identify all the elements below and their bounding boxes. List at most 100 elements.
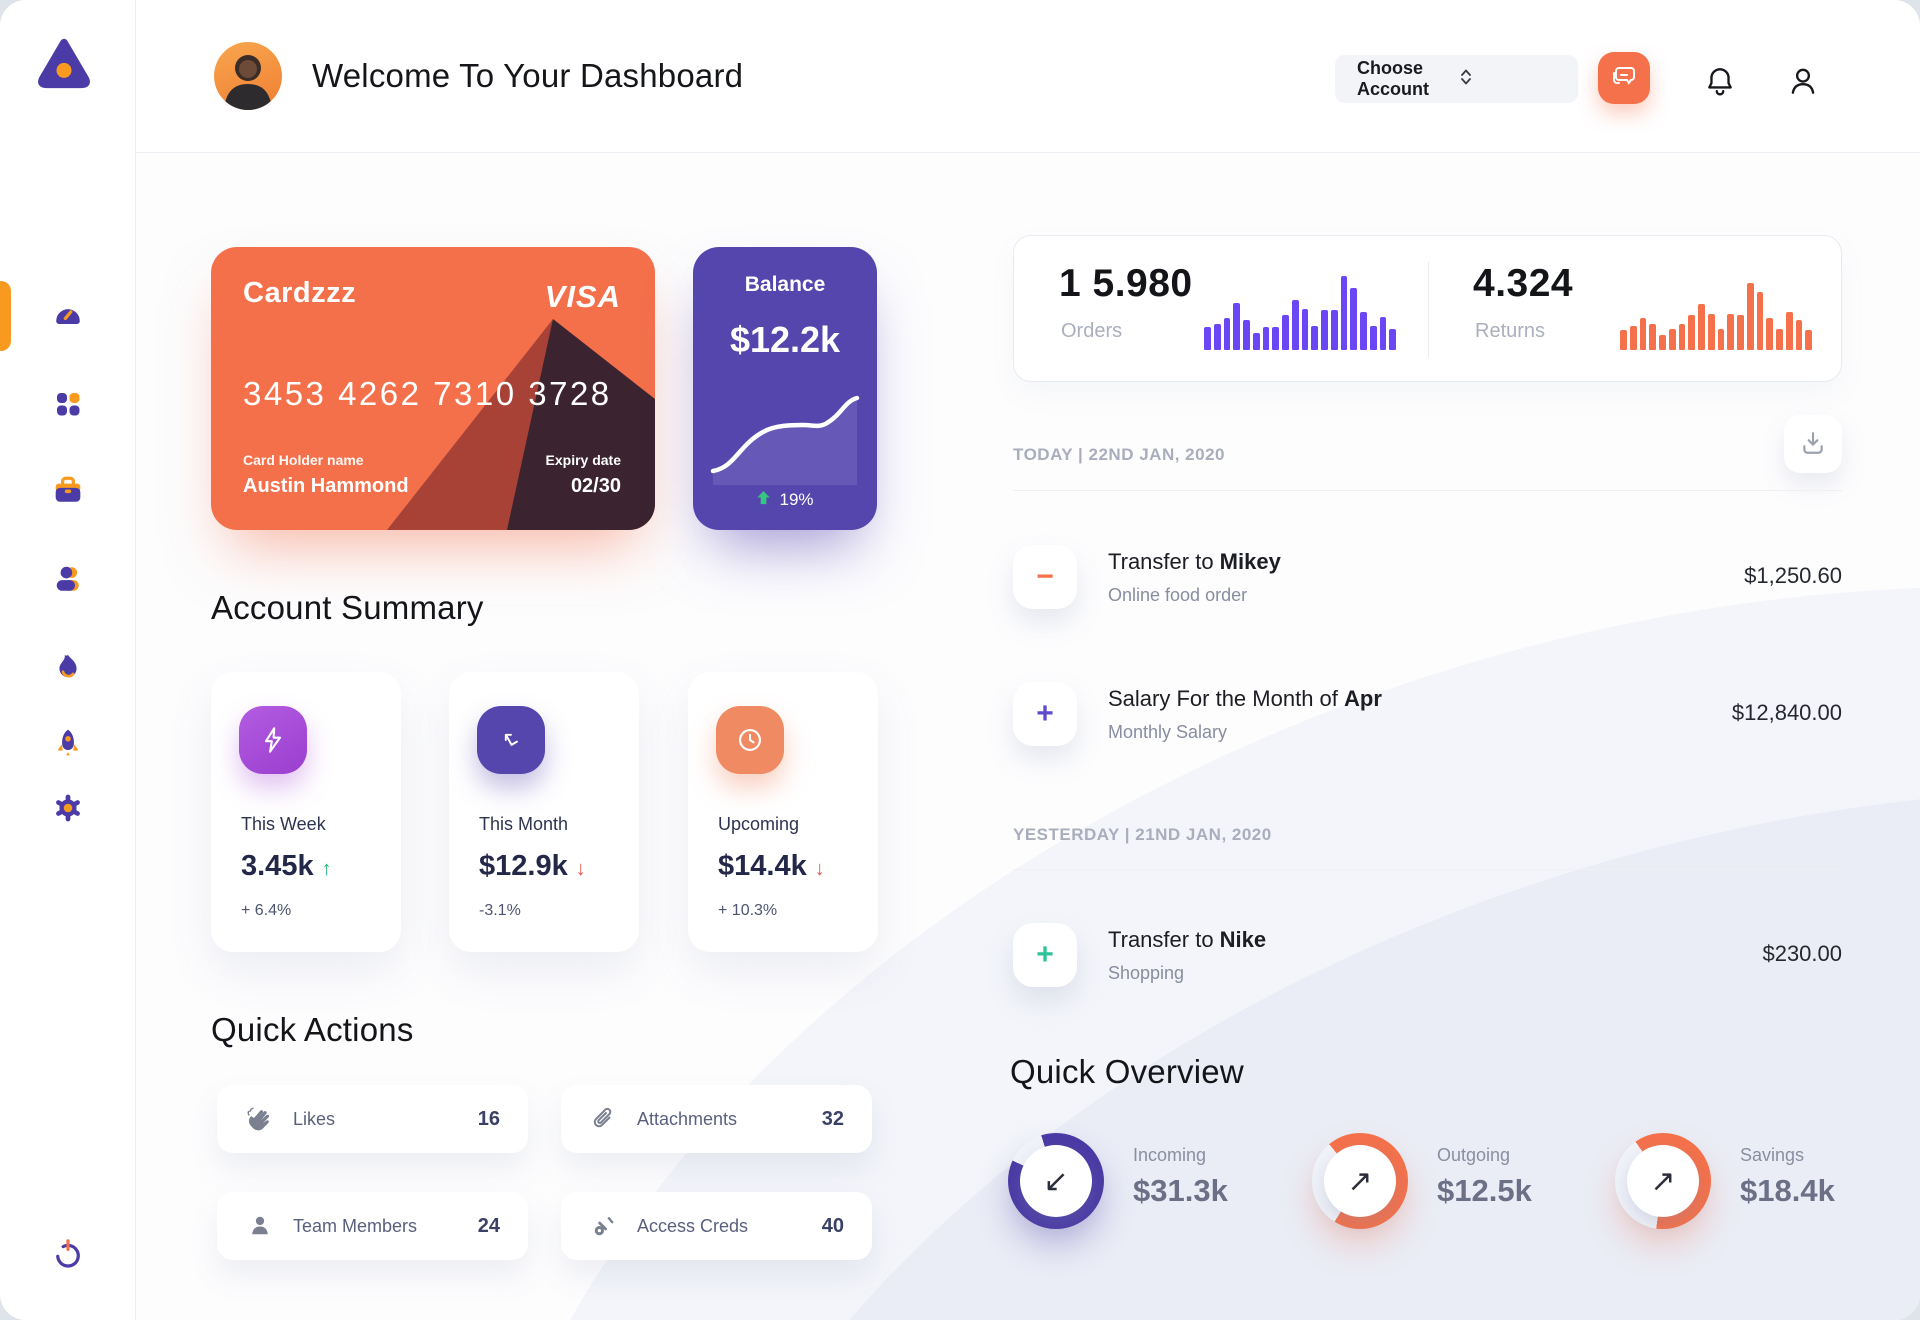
categories-grid-icon bbox=[54, 390, 82, 423]
trend-down-arrow: ↓ bbox=[575, 858, 586, 880]
header: Welcome To Your Dashboard Choose Account bbox=[136, 0, 1920, 153]
divider bbox=[1013, 869, 1842, 870]
quick-action-count: 24 bbox=[477, 1214, 500, 1237]
tx-section-date-today: TODAY | 22ND JAN, 2020 bbox=[1013, 445, 1225, 464]
sidebar-item-dashboard[interactable] bbox=[0, 284, 136, 348]
returns-value: 4.324 bbox=[1473, 262, 1574, 305]
power-icon bbox=[52, 1238, 84, 1275]
overview-value: $31.3k bbox=[1133, 1173, 1228, 1208]
card-name: Cardzzz bbox=[243, 277, 357, 309]
arrow-up-right-icon: ↗ bbox=[1650, 1164, 1676, 1198]
quick-action-likes[interactable]: Likes 16 bbox=[217, 1085, 528, 1153]
transaction-subtitle: Online food order bbox=[1108, 585, 1248, 605]
sort-arrows-icon bbox=[1459, 67, 1561, 92]
summary-card-upcoming: Upcoming $14.4k ↓ + 10.3% bbox=[688, 672, 878, 952]
quick-action-count: 40 bbox=[821, 1214, 844, 1237]
summary-label: Upcoming bbox=[718, 814, 800, 834]
app-logo-icon[interactable] bbox=[34, 34, 94, 94]
account-selector-label: Choose Account bbox=[1357, 58, 1429, 99]
transaction-amount: $230.00 bbox=[1762, 941, 1842, 966]
quick-action-attachments[interactable]: Attachments 32 bbox=[561, 1085, 872, 1153]
sidebar bbox=[0, 0, 136, 1320]
orders-returns-card: 1 5.980 Orders 4.324 Returns bbox=[1013, 235, 1842, 382]
quick-action-access-creds[interactable]: Access Creds 40 bbox=[561, 1192, 872, 1260]
quick-action-count: 32 bbox=[821, 1107, 844, 1130]
lightning-icon bbox=[239, 706, 307, 774]
returns-label: Returns bbox=[1475, 320, 1546, 342]
member-icon bbox=[245, 1214, 275, 1238]
balance-up-arrow-icon bbox=[756, 490, 771, 510]
visa-logo: VISA bbox=[544, 279, 621, 314]
stats-divider bbox=[1428, 262, 1429, 357]
transaction-title: Transfer to Nike bbox=[1108, 927, 1267, 952]
summary-percent: + 6.4% bbox=[241, 902, 292, 919]
balance-trend-chart bbox=[710, 395, 860, 485]
transaction-title: Salary For the Month of Apr bbox=[1108, 686, 1382, 711]
quick-action-team-members[interactable]: Team Members 24 bbox=[217, 1192, 528, 1260]
user-avatar[interactable] bbox=[214, 42, 282, 110]
transaction-subtitle: Monthly Salary bbox=[1108, 722, 1228, 742]
transaction-title: Transfer to Mikey bbox=[1108, 549, 1281, 574]
dashboard-gauge-icon bbox=[53, 299, 83, 334]
download-icon bbox=[1800, 430, 1826, 459]
sidebar-item-launch[interactable] bbox=[0, 712, 136, 776]
main-content: Cardzzz VISA 3453 4262 7310 3728 Card Ho… bbox=[136, 153, 1920, 1320]
card-expiry-label: Expiry date bbox=[545, 452, 621, 468]
tx-section-date-yesterday: YESTERDAY | 21ND JAN, 2020 bbox=[1013, 825, 1272, 844]
profile-button[interactable] bbox=[1781, 60, 1825, 104]
sidebar-item-logout[interactable] bbox=[0, 1224, 136, 1288]
overview-value: $12.5k bbox=[1437, 1173, 1532, 1208]
orders-label: Orders bbox=[1061, 320, 1123, 342]
card-number: 3453 4262 7310 3728 bbox=[243, 375, 612, 412]
transaction-row-nike[interactable]: + Transfer to Nike Shopping $230.00 bbox=[1013, 923, 1842, 987]
team-user-icon bbox=[53, 564, 83, 599]
briefcase-icon bbox=[53, 475, 83, 510]
quick-actions-title: Quick Actions bbox=[211, 1011, 414, 1048]
chat-bubbles-icon bbox=[1609, 62, 1639, 95]
overview-label: Outgoing bbox=[1437, 1145, 1511, 1165]
trend-up-arrow: ↑ bbox=[321, 858, 332, 880]
gear-icon bbox=[53, 793, 83, 828]
notifications-button[interactable] bbox=[1698, 60, 1742, 104]
quick-action-label: Attachments bbox=[637, 1108, 738, 1129]
quick-action-label: Likes bbox=[293, 1108, 336, 1129]
download-statement-button[interactable] bbox=[1784, 415, 1842, 473]
sidebar-item-team[interactable] bbox=[0, 549, 136, 613]
summary-value: $14.4k ↓ bbox=[718, 850, 825, 882]
summary-value: 3.45k ↑ bbox=[241, 850, 332, 882]
sidebar-item-trending[interactable] bbox=[0, 637, 136, 701]
arrow-up-right-icon: ↗ bbox=[1347, 1164, 1373, 1198]
plus-sign-icon: + bbox=[1013, 682, 1077, 746]
transaction-amount: $12,840.00 bbox=[1731, 700, 1842, 725]
messages-button[interactable] bbox=[1598, 52, 1650, 104]
arrow-down-left-icon: ↙ bbox=[1043, 1164, 1069, 1198]
clock-icon bbox=[716, 706, 784, 774]
trend-down-arrow: ↓ bbox=[814, 858, 825, 880]
summary-value: $12.9k ↓ bbox=[479, 850, 586, 882]
overview-incoming: ↙ Incoming $31.3k bbox=[1008, 1123, 1298, 1243]
transaction-row-salary[interactable]: + Salary For the Month of Apr Monthly Sa… bbox=[1013, 682, 1842, 746]
key-icon bbox=[589, 1214, 619, 1238]
transaction-row-mikey[interactable]: − Transfer to Mikey Online food order $1… bbox=[1013, 545, 1842, 609]
summary-label: This Week bbox=[241, 814, 326, 834]
summary-label: This Month bbox=[479, 814, 569, 834]
overview-savings: ↗ Savings $18.4k bbox=[1615, 1123, 1905, 1243]
quick-action-label: Access Creds bbox=[637, 1215, 749, 1236]
sidebar-item-categories[interactable] bbox=[0, 374, 136, 438]
sidebar-item-portfolio[interactable] bbox=[0, 460, 136, 524]
credit-card: Cardzzz VISA 3453 4262 7310 3728 Card Ho… bbox=[211, 247, 655, 530]
balance-label: Balance bbox=[744, 273, 826, 296]
quick-action-label: Team Members bbox=[293, 1215, 418, 1236]
orders-value: 1 5.980 bbox=[1059, 262, 1193, 305]
summary-card-this-month: This Month $12.9k ↓ -3.1% bbox=[449, 672, 639, 952]
summary-card-this-week: This Week 3.45k ↑ + 6.4% bbox=[211, 672, 401, 952]
balance-value: $12.2k bbox=[729, 319, 841, 360]
wave-hand-icon bbox=[245, 1106, 275, 1132]
transaction-amount: $1,250.60 bbox=[1744, 563, 1842, 588]
divider bbox=[1013, 490, 1842, 491]
sidebar-item-settings[interactable] bbox=[0, 778, 136, 842]
account-selector[interactable]: Choose Account bbox=[1335, 55, 1578, 103]
overview-label: Savings bbox=[1740, 1145, 1805, 1165]
card-expiry: 02/30 bbox=[570, 475, 621, 497]
